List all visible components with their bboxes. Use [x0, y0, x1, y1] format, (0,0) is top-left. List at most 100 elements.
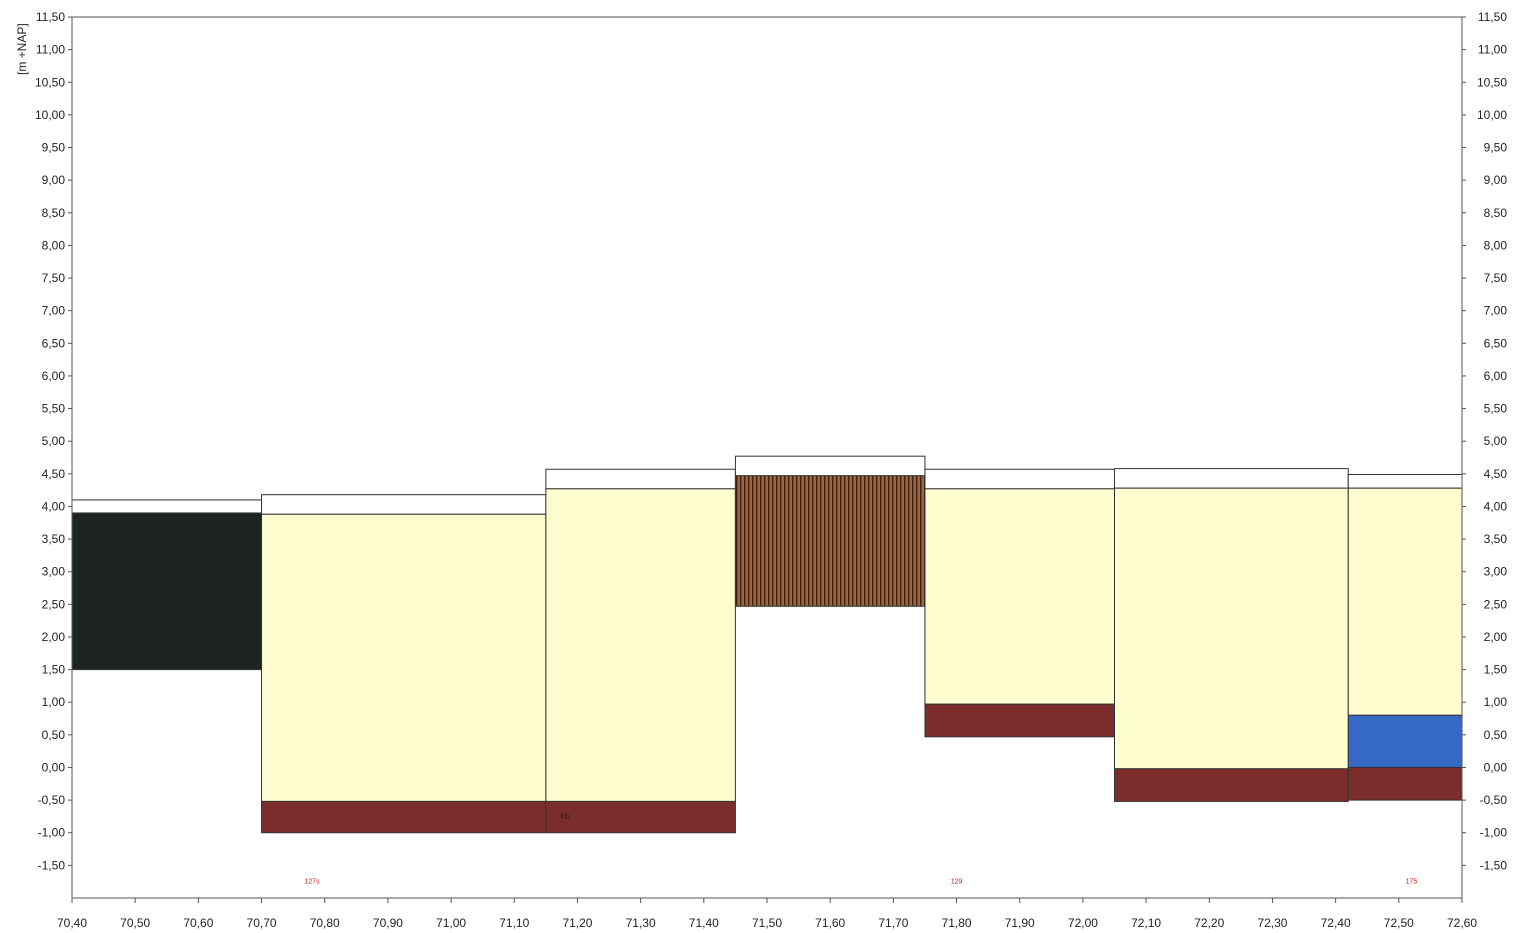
y-tick-label-left: 11,00	[36, 43, 65, 57]
y-tick-label-left: 2,00	[42, 630, 66, 644]
annotation-label: kb	[561, 811, 570, 820]
layer-white-2	[261, 494, 547, 515]
x-tick-label: 70,80	[310, 916, 340, 930]
x-tick-label: 72,30	[1257, 916, 1287, 930]
layer-maroon-4	[261, 800, 547, 834]
y-tick-label-left: 9,00	[42, 173, 66, 187]
y-axis-right: 11,50 11,00 10,50 10,00 9,50 9,00 8,50 8,00 7,50…	[1462, 10, 1507, 872]
x-tick-label: 71,30	[626, 916, 656, 930]
y-tick-label-right: -1,50	[1480, 858, 1508, 872]
annotation-label: 127s	[304, 879, 320, 886]
x-tick-label: 71,20	[562, 916, 592, 930]
x-tick-label: 71,60	[815, 916, 845, 930]
layer-maroon-7	[545, 800, 736, 834]
y-tick-label-left: 5,00	[42, 434, 66, 448]
x-tick-label: 72,40	[1321, 916, 1351, 930]
y-tick-label-left: 4,50	[42, 467, 66, 481]
y-tick-label-left: 8,00	[42, 238, 66, 252]
x-tick-label: 72,00	[1068, 916, 1098, 930]
y-tick-label-right: 2,00	[1484, 630, 1508, 644]
layer-white-16	[1347, 473, 1463, 489]
y-tick-label-left: -1,50	[38, 858, 66, 872]
y-tick-label-right: 5,50	[1484, 402, 1508, 416]
y-tick-label-right: 9,00	[1484, 173, 1508, 187]
y-tick-label-right: 1,00	[1484, 695, 1508, 709]
layer-black-1	[71, 512, 263, 671]
x-tick-label: 71,80	[942, 916, 972, 930]
y-tick-label-right: 10,00	[1477, 108, 1507, 122]
y-tick-label-right: 1,50	[1484, 663, 1508, 677]
annotation-label: 129	[951, 879, 963, 886]
layer-maroon-12	[924, 703, 1115, 738]
layer-maroon-19	[1347, 766, 1463, 801]
layer-white-10	[924, 468, 1115, 490]
y-tick-label-right: 7,50	[1484, 271, 1508, 285]
layer-hatched-9	[734, 475, 926, 607]
y-tick-label-left: 6,00	[42, 369, 66, 383]
layer-cream-6	[545, 488, 736, 802]
x-tick-label: 70,40	[57, 916, 87, 930]
y-tick-label-right: 9,50	[1484, 141, 1508, 155]
layer-white-5	[545, 468, 736, 490]
y-tick-label-right: 2,50	[1484, 597, 1508, 611]
y-tick-label-left: 2,50	[42, 597, 66, 611]
y-tick-label-left: 3,00	[42, 565, 66, 579]
y-tick-label-left: 6,50	[42, 336, 66, 350]
x-tick-label: 70,60	[183, 916, 213, 930]
y-tick-label-left: 5,50	[42, 402, 66, 416]
y-tick-label-left: 10,50	[35, 75, 65, 89]
y-tick-label-right: -0,50	[1480, 793, 1508, 807]
y-tick-label-left: 7,50	[42, 271, 66, 285]
x-tick-label: 71,40	[689, 916, 719, 930]
y-axis-left: 11,50 11,00 10,50 10,00 9,50 9,00 8,50 8,00 7,50…	[35, 10, 72, 872]
y-tick-label-right: 4,00	[1484, 499, 1508, 513]
y-tick-label-left: 10,00	[35, 108, 65, 122]
x-tick-label: 71,10	[499, 916, 529, 930]
y-tick-label-right: 7,00	[1484, 304, 1508, 318]
layer-maroon-15	[1114, 768, 1349, 802]
layer-cream-3	[261, 513, 547, 802]
y-tick-label-left: 0,00	[42, 760, 66, 774]
x-tick-label: 72,10	[1131, 916, 1161, 930]
y-tick-label-left: 3,50	[42, 532, 66, 546]
layer-white-0	[71, 499, 263, 514]
y-tick-label-right: 8,00	[1484, 238, 1508, 252]
y-tick-label-right: 6,00	[1484, 369, 1508, 383]
layer-cream-17	[1347, 487, 1463, 716]
x-tick-label: 71,70	[878, 916, 908, 930]
layer-cream-11	[924, 488, 1115, 705]
y-tick-label-right: 3,00	[1484, 565, 1508, 579]
y-tick-label-right: 3,50	[1484, 532, 1508, 546]
layer-white-8	[734, 455, 926, 477]
annotation-label: 175	[1406, 879, 1418, 886]
layers-group	[71, 455, 1463, 834]
x-tick-label: 71,50	[752, 916, 782, 930]
annotations-group: 127s 129 175 kb	[304, 811, 1417, 885]
y-tick-label-right: 8,50	[1484, 206, 1508, 220]
y-tick-label-left: 8,50	[42, 206, 66, 220]
y-tick-label-left: 9,50	[42, 141, 66, 155]
x-tick-label: 71,00	[436, 916, 466, 930]
x-tick-label: 70,90	[373, 916, 403, 930]
y-tick-label-left: 1,50	[42, 663, 66, 677]
x-tick-label: 72,20	[1194, 916, 1224, 930]
x-tick-label: 70,50	[120, 916, 150, 930]
y-tick-label-right: 6,50	[1484, 336, 1508, 350]
layer-cream-14	[1114, 487, 1349, 770]
y-tick-label-right: 4,50	[1484, 467, 1508, 481]
y-axis-title: [m +NAP]	[15, 23, 29, 75]
y-tick-label-left: 4,00	[42, 499, 66, 513]
y-tick-label-right: 0,50	[1484, 728, 1508, 742]
y-tick-label-right: 10,50	[1477, 75, 1507, 89]
x-tick-label: 71,90	[1005, 916, 1035, 930]
y-tick-label-left: -1,00	[38, 826, 66, 840]
y-tick-label-right: 11,00	[1478, 43, 1507, 57]
y-tick-label-left: 0,50	[42, 728, 66, 742]
y-tick-label-left: -0,50	[38, 793, 66, 807]
y-tick-label-left: 11,50	[36, 10, 65, 24]
y-tick-label-right: 0,00	[1484, 760, 1508, 774]
y-tick-label-right: 11,50	[1478, 10, 1507, 24]
x-tick-label: 70,70	[247, 916, 277, 930]
layer-blue-18	[1347, 714, 1463, 768]
